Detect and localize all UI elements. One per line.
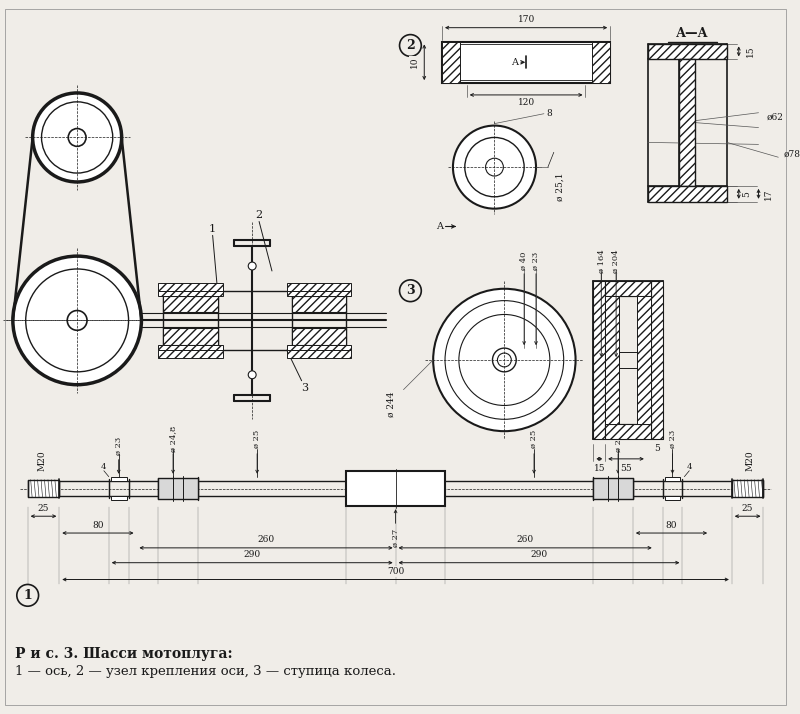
Text: ø 204: ø 204 (612, 249, 620, 273)
Text: 1: 1 (23, 589, 32, 602)
Circle shape (248, 371, 256, 378)
Text: ø 23: ø 23 (532, 252, 540, 270)
Text: 260: 260 (258, 536, 274, 545)
Bar (732, 480, 763, 498)
Bar (158, 283, 222, 291)
Bar (292, 296, 346, 313)
Bar (679, 59, 695, 186)
Text: ø78: ø78 (783, 150, 800, 159)
Text: 260: 260 (517, 536, 534, 545)
Text: 2: 2 (255, 210, 262, 220)
Circle shape (33, 93, 122, 182)
Text: M20: M20 (745, 451, 754, 471)
Bar (665, 496, 680, 501)
Text: ø 23: ø 23 (669, 430, 677, 448)
Text: ø 244: ø 244 (387, 392, 396, 417)
Bar (594, 281, 606, 439)
Circle shape (453, 126, 536, 208)
Text: 5: 5 (654, 445, 660, 453)
Text: 120: 120 (518, 99, 534, 107)
Bar (28, 480, 59, 498)
Circle shape (13, 256, 142, 385)
Text: 1: 1 (209, 224, 216, 234)
Bar (606, 296, 619, 424)
Bar (110, 477, 126, 481)
Circle shape (493, 348, 516, 372)
Bar (445, 44, 607, 80)
Text: ø 25: ø 25 (253, 430, 261, 448)
Text: 3: 3 (301, 383, 308, 393)
Text: 25: 25 (742, 504, 754, 513)
Text: 290: 290 (244, 550, 261, 559)
Text: 1 — ось, 2 — узел крепления оси, 3 — ступица колеса.: 1 — ось, 2 — узел крепления оси, 3 — сту… (15, 665, 396, 678)
Bar (286, 283, 351, 291)
Bar (286, 345, 351, 350)
Text: 17: 17 (764, 188, 773, 200)
Bar (158, 345, 222, 350)
Bar (286, 350, 351, 358)
Bar (442, 41, 460, 83)
Text: 25: 25 (38, 504, 50, 513)
Text: 2: 2 (406, 39, 414, 52)
Text: 170: 170 (518, 15, 534, 24)
Text: 3: 3 (406, 284, 414, 297)
Text: ø 40: ø 40 (520, 252, 528, 271)
Text: M20: M20 (37, 451, 46, 471)
Bar (637, 296, 650, 424)
Circle shape (399, 34, 422, 56)
Bar (594, 478, 633, 499)
Circle shape (465, 138, 524, 197)
Bar (158, 478, 198, 499)
Bar (665, 477, 680, 481)
Bar (650, 281, 662, 439)
Text: 15: 15 (746, 46, 755, 57)
Bar (648, 186, 727, 202)
Bar (648, 44, 727, 59)
Text: 55: 55 (620, 464, 632, 473)
Bar (592, 41, 610, 83)
Text: 8: 8 (546, 109, 552, 119)
Text: 80: 80 (666, 521, 678, 530)
Text: ø 24,8: ø 24,8 (169, 426, 177, 452)
Bar (442, 41, 610, 83)
Circle shape (498, 353, 511, 367)
Circle shape (248, 262, 256, 270)
Bar (346, 471, 445, 506)
Text: 290: 290 (530, 550, 547, 559)
Text: 5: 5 (742, 191, 751, 197)
Circle shape (399, 280, 422, 301)
Text: ø 24,8: ø 24,8 (614, 426, 622, 452)
Circle shape (17, 585, 38, 606)
Text: А—А: А—А (676, 27, 709, 40)
Text: 4: 4 (101, 463, 106, 471)
Bar (163, 296, 218, 313)
Text: ø 25,1: ø 25,1 (555, 173, 564, 201)
Text: 15: 15 (594, 464, 605, 473)
Text: ø 27: ø 27 (391, 529, 399, 547)
Text: 10: 10 (410, 56, 419, 68)
Bar (163, 328, 218, 345)
Text: 700: 700 (387, 567, 404, 576)
Bar (110, 496, 126, 501)
Text: Р и с. 3. Шасси мотоплуга:: Р и с. 3. Шасси мотоплуга: (15, 647, 233, 660)
Bar (158, 350, 222, 358)
Text: ø 164: ø 164 (598, 249, 606, 273)
Circle shape (486, 159, 503, 176)
Bar (292, 328, 346, 345)
Circle shape (433, 288, 575, 431)
Text: A: A (510, 58, 518, 67)
Text: 80: 80 (92, 521, 104, 530)
Circle shape (67, 311, 87, 331)
Text: 4: 4 (686, 463, 692, 471)
Text: ø 25: ø 25 (530, 430, 538, 448)
Bar (606, 424, 650, 439)
Text: ø62: ø62 (766, 114, 783, 122)
Bar (606, 281, 650, 296)
Bar (286, 291, 351, 296)
Text: ø 23: ø 23 (114, 437, 122, 455)
Bar (158, 291, 222, 296)
Text: A: A (435, 222, 442, 231)
Circle shape (68, 129, 86, 146)
